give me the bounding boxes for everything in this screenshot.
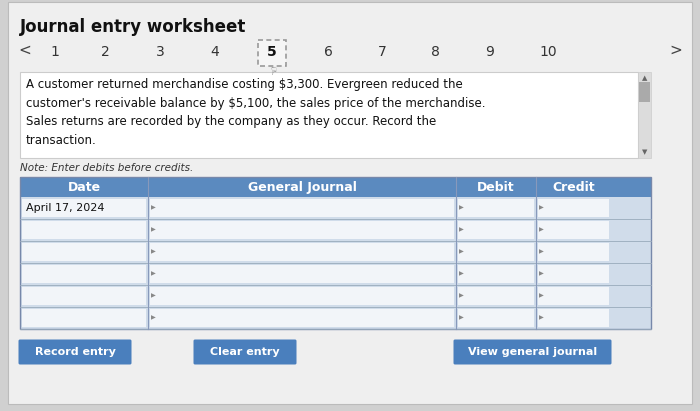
Text: ▼: ▼ <box>642 149 648 155</box>
Text: <: < <box>18 42 31 58</box>
Bar <box>20 219 651 241</box>
Text: Journal entry worksheet: Journal entry worksheet <box>20 18 246 36</box>
Text: ▶: ▶ <box>539 206 544 210</box>
Text: Debit: Debit <box>477 180 514 194</box>
Text: Clear entry: Clear entry <box>210 347 280 357</box>
Bar <box>22 199 146 217</box>
Text: Credit: Credit <box>552 180 595 194</box>
Text: View general journal: View general journal <box>468 347 597 357</box>
Text: ▶: ▶ <box>539 228 544 233</box>
Bar <box>20 285 651 307</box>
Bar <box>150 265 454 283</box>
Text: ▶: ▶ <box>459 206 463 210</box>
Text: ▶: ▶ <box>459 293 463 298</box>
Text: ▶: ▶ <box>151 272 155 277</box>
Bar <box>538 243 609 261</box>
Text: 9: 9 <box>486 45 494 59</box>
Bar <box>458 287 534 305</box>
FancyBboxPatch shape <box>454 339 612 365</box>
Bar <box>150 221 454 239</box>
Bar <box>20 263 651 285</box>
Bar <box>22 221 146 239</box>
Text: 2: 2 <box>101 45 109 59</box>
Text: ▲: ▲ <box>642 75 648 81</box>
Text: Record entry: Record entry <box>34 347 116 357</box>
Bar <box>150 199 454 217</box>
Bar <box>538 199 609 217</box>
Bar <box>20 177 651 197</box>
Bar <box>538 287 609 305</box>
Bar <box>20 72 638 158</box>
Bar <box>22 309 146 327</box>
Bar <box>22 287 146 305</box>
Text: A customer returned merchandise costing $3,300. Evergreen reduced the
customer's: A customer returned merchandise costing … <box>26 78 486 146</box>
Text: General Journal: General Journal <box>248 180 356 194</box>
Text: Note: Enter debits before credits.: Note: Enter debits before credits. <box>20 163 193 173</box>
Text: 1: 1 <box>50 45 60 59</box>
Text: ▶: ▶ <box>151 249 155 254</box>
Text: 6: 6 <box>323 45 332 59</box>
Bar <box>458 309 534 327</box>
Bar <box>22 243 146 261</box>
Bar <box>638 72 651 158</box>
Text: ▶: ▶ <box>151 228 155 233</box>
Text: 10: 10 <box>539 45 556 59</box>
Bar <box>20 241 651 263</box>
Bar <box>639 82 650 102</box>
Text: ▶: ▶ <box>459 316 463 321</box>
FancyBboxPatch shape <box>18 339 132 365</box>
Bar <box>20 177 651 329</box>
Bar <box>20 197 651 219</box>
Text: ▶: ▶ <box>459 228 463 233</box>
Text: ▶: ▶ <box>151 293 155 298</box>
Text: ▶: ▶ <box>459 249 463 254</box>
Bar <box>150 287 454 305</box>
Bar <box>538 309 609 327</box>
Text: ☝: ☝ <box>270 63 276 73</box>
Bar <box>258 40 286 66</box>
Bar <box>538 221 609 239</box>
Text: 5: 5 <box>267 45 277 59</box>
Bar <box>458 243 534 261</box>
Text: ▶: ▶ <box>539 293 544 298</box>
Text: ▶: ▶ <box>539 272 544 277</box>
Bar <box>458 199 534 217</box>
Text: April 17, 2024: April 17, 2024 <box>26 203 104 213</box>
Bar <box>22 265 146 283</box>
Bar <box>458 221 534 239</box>
Bar <box>20 307 651 329</box>
Text: 4: 4 <box>211 45 219 59</box>
Text: 8: 8 <box>430 45 440 59</box>
Text: ▶: ▶ <box>459 272 463 277</box>
Text: ▶: ▶ <box>151 316 155 321</box>
Text: ▶: ▶ <box>151 206 155 210</box>
Bar <box>150 309 454 327</box>
Bar <box>538 265 609 283</box>
FancyBboxPatch shape <box>193 339 297 365</box>
Bar <box>458 265 534 283</box>
Text: ▶: ▶ <box>539 316 544 321</box>
Text: 3: 3 <box>155 45 164 59</box>
Bar <box>150 243 454 261</box>
Text: 7: 7 <box>377 45 386 59</box>
Text: >: > <box>669 42 682 58</box>
Text: ▶: ▶ <box>539 249 544 254</box>
Text: Date: Date <box>67 180 101 194</box>
